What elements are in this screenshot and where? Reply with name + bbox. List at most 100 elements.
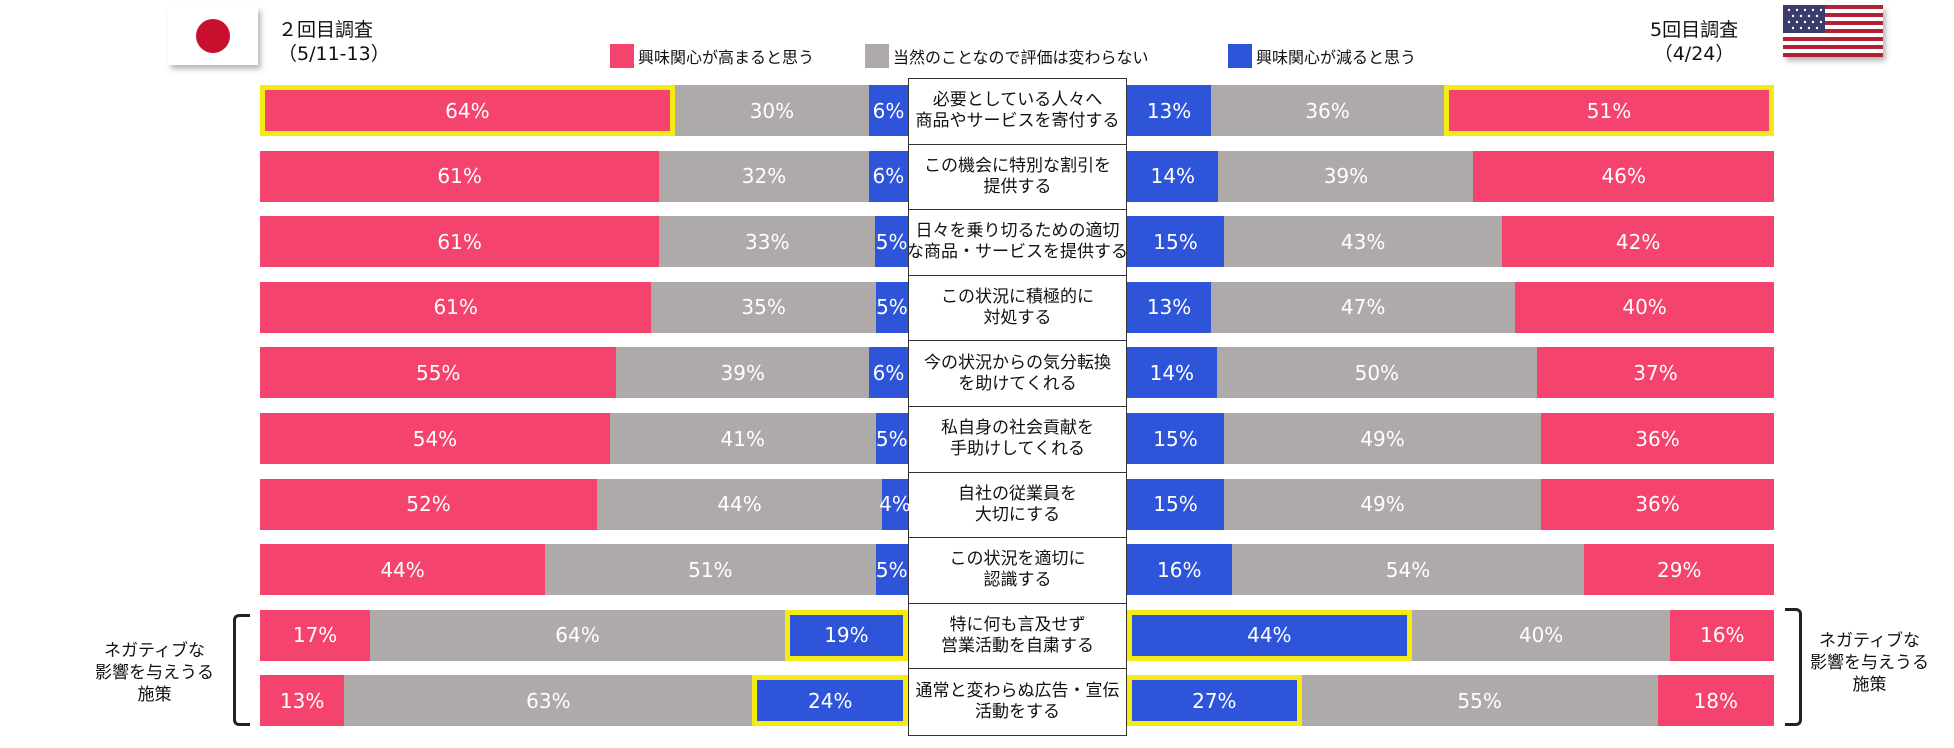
bar-segment-decrease: 13% <box>1127 281 1212 333</box>
legend-swatch-decrease <box>1228 44 1252 68</box>
bar-row: 15% 49% 36% <box>1127 478 1774 530</box>
legend-item-same: 当然のことなので評価は変わらない <box>865 44 1149 68</box>
legend-item-increase: 興味関心が高まると思う <box>610 44 814 68</box>
right-bracket <box>1785 608 1802 726</box>
bar-segment-increase: 44% <box>260 544 546 596</box>
bar-segment-decrease: 27% <box>1127 675 1302 727</box>
left-survey-label: ２回目調査 （5/11-13） <box>278 19 390 65</box>
bar-segment-increase: 42% <box>1502 216 1774 268</box>
category-label: 必要としている人々へ 商品やサービスを寄付する <box>915 89 1120 131</box>
bar-row: 13% 36% 51% <box>1127 85 1774 136</box>
bar-row: 44% 40% 16% <box>1127 609 1774 661</box>
legend-label-increase: 興味関心が高まると思う <box>638 48 815 67</box>
bar-segment-same: 40% <box>1411 609 1671 661</box>
bar-segment-same: 47% <box>1211 281 1516 333</box>
bar-segment-decrease: 6% <box>869 347 908 399</box>
japan-flag-icon <box>168 7 258 65</box>
bar-row: 14% 50% 37% <box>1127 347 1774 399</box>
bar-segment-same: 63% <box>344 675 753 727</box>
bar-row: 54% 41% 5% <box>260 413 908 464</box>
bar-segment-same: 41% <box>609 413 876 464</box>
bar-row: 15% 49% 36% <box>1127 413 1774 464</box>
category-label: 通常と変わらぬ広告・宣伝 活動をする <box>908 668 1127 734</box>
bar-segment-same: 54% <box>1231 544 1585 596</box>
bar-segment-increase: 61% <box>260 216 660 268</box>
bar-segment-increase: 61% <box>260 150 660 202</box>
bar-segment-same: 43% <box>1224 216 1503 268</box>
bar-row: 52% 44% 4% <box>260 478 911 530</box>
bar-segment-increase: 61% <box>260 281 652 333</box>
category-label: 特に何も言及せず 営業活動を自粛する <box>908 602 1127 669</box>
bar-segment-increase: 52% <box>260 478 597 530</box>
bar-segment-increase: 36% <box>1541 413 1774 464</box>
legend-swatch-increase <box>610 44 634 68</box>
legend-swatch-same <box>865 44 889 68</box>
legend-label-same: 当然のことなので評価は変わらない <box>893 48 1149 67</box>
bar-segment-increase: 64% <box>260 85 675 136</box>
bar-segment-decrease: 16% <box>1127 544 1232 596</box>
bar-row: 61% 33% 5% <box>260 216 908 268</box>
category-label: この状況を適切に 認識する <box>908 537 1127 603</box>
bar-segment-same: 36% <box>1211 85 1445 136</box>
bar-segment-decrease: 14% <box>1127 150 1219 202</box>
bar-segment-increase: 36% <box>1541 478 1774 530</box>
right-side-note: ネガティブな 影響を与えうる 施策 <box>1810 631 1929 695</box>
bar-row: 61% 35% 5% <box>260 281 908 333</box>
usa-flag-icon <box>1783 5 1883 57</box>
bar-row: 15% 43% 42% <box>1127 216 1774 268</box>
bar-segment-decrease: 14% <box>1127 347 1217 399</box>
bar-row: 13% 63% 24% <box>260 675 908 727</box>
bar-segment-decrease: 5% <box>875 544 908 596</box>
bar-row: 27% 55% 18% <box>1127 675 1774 727</box>
bar-segment-decrease: 19% <box>784 609 908 661</box>
bar-segment-increase: 18% <box>1657 675 1774 727</box>
bar-row: 13% 47% 40% <box>1127 281 1774 333</box>
category-column <box>908 78 1127 736</box>
bar-segment-same: 35% <box>651 281 876 333</box>
bar-segment-increase: 54% <box>260 413 610 464</box>
category-label: この状況に積極的に 対処する <box>908 274 1127 341</box>
bar-segment-decrease: 5% <box>875 216 908 268</box>
bar-segment-same: 64% <box>370 609 785 661</box>
bar-segment-decrease: 15% <box>1127 478 1225 530</box>
bar-segment-same: 44% <box>596 478 883 530</box>
bar-segment-same: 49% <box>1224 413 1542 464</box>
right-survey-label: 5回目調査 （4/24） <box>1650 19 1739 65</box>
category-label: この機会に特別な割引を 提供する <box>908 143 1127 210</box>
bar-segment-decrease: 13% <box>1127 85 1212 136</box>
bar-segment-decrease: 24% <box>752 675 908 727</box>
category-label: 今の状況からの気分転換 を助けてくれる <box>908 340 1127 406</box>
bar-segment-decrease: 6% <box>869 85 908 136</box>
bar-row: 61% 32% 6% <box>260 150 908 202</box>
bar-segment-increase: 17% <box>260 609 371 661</box>
bar-segment-same: 55% <box>1301 675 1658 727</box>
bar-segment-same: 51% <box>545 544 876 596</box>
bar-segment-decrease: 5% <box>875 281 908 333</box>
bar-segment-increase: 55% <box>260 347 617 399</box>
bar-row: 16% 54% 29% <box>1127 544 1774 596</box>
bar-segment-decrease: 4% <box>879 478 911 530</box>
bar-segment-same: 49% <box>1224 478 1542 530</box>
bar-segment-decrease: 5% <box>875 413 908 464</box>
bar-segment-increase: 37% <box>1536 347 1774 399</box>
category-label: 自社の従業員を 大切にする <box>908 471 1127 538</box>
bar-row: 64% 30% 6% <box>260 85 908 136</box>
category-label: 日々を乗り切るための適切 な商品・サービスを提供する <box>907 209 1128 275</box>
left-side-note: ネガティブな 影響を与えうる 施策 <box>95 641 214 705</box>
bar-segment-increase: 29% <box>1584 544 1774 596</box>
bar-segment-same: 39% <box>616 347 870 399</box>
category-label: 私自身の社会貢献を 手助けしてくれる <box>908 406 1127 472</box>
bar-row: 55% 39% 6% <box>260 347 908 399</box>
legend-label-decrease: 興味関心が減ると思う <box>1256 48 1417 67</box>
legend-item-decrease: 興味関心が減ると思う <box>1228 44 1416 68</box>
bar-segment-same: 30% <box>674 85 870 136</box>
bar-segment-same: 50% <box>1216 347 1537 399</box>
bar-row: 44% 51% 5% <box>260 544 908 596</box>
bar-segment-increase: 46% <box>1473 150 1774 202</box>
bar-segment-decrease: 44% <box>1127 609 1412 661</box>
bar-segment-same: 32% <box>659 150 869 202</box>
bar-segment-increase: 51% <box>1444 85 1774 136</box>
bar-segment-decrease: 6% <box>868 150 908 202</box>
bar-row: 17% 64% 19% <box>260 609 908 661</box>
bar-segment-same: 39% <box>1218 150 1474 202</box>
